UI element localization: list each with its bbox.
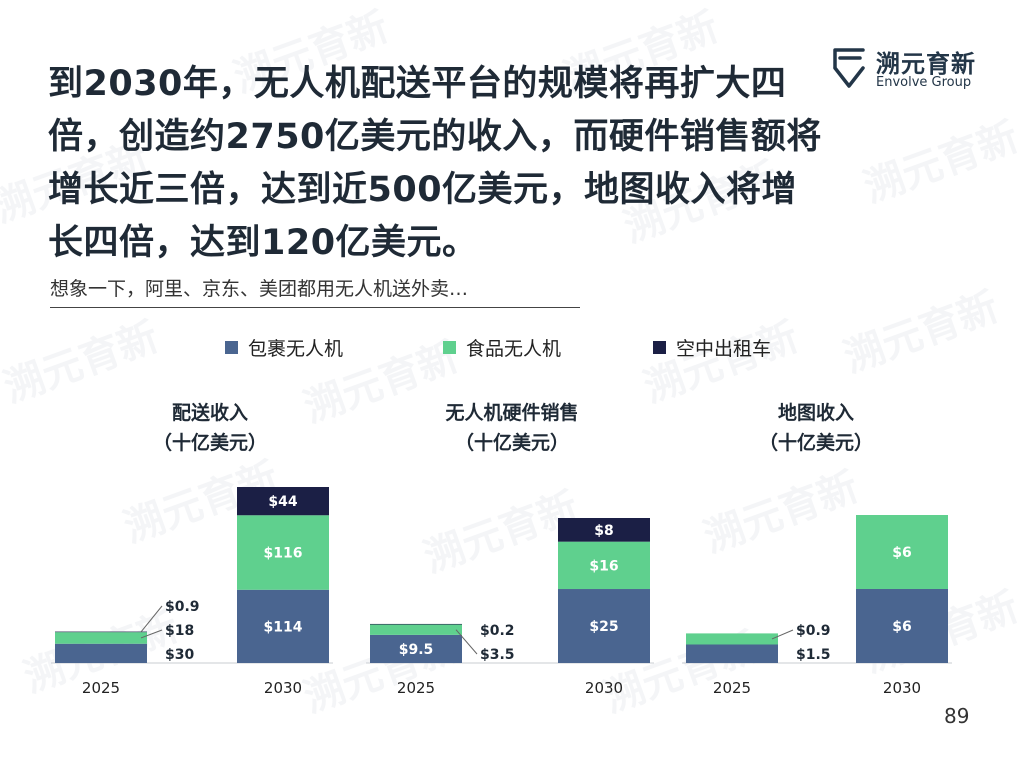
bar-segment-maps-2025-食品无人机 [686,633,778,645]
data-label-delivery-2030-2: $44 [268,494,297,510]
bar-segment-hardware-2030-包裹无人机 [558,589,650,663]
legend-label-food: 食品无人机 [466,338,562,360]
legend-label-package: 包裹无人机 [248,338,344,360]
chart-title-hardware: 无人机硬件销售 （十亿美元） [402,398,622,458]
legend-item-package: 包裹无人机 [225,334,343,361]
chart-title-delivery-main: 配送收入 [171,402,248,424]
data-label-delivery-2030-1: $116 [264,546,303,562]
bar-segment-maps-2030-食品无人机 [856,515,948,589]
data-label-hardware-2030-1: $16 [589,558,618,574]
data-label-delivery-2025-2: $0.9 [165,599,200,615]
logo-chinese-name: 溯元育新 [876,50,976,78]
data-label-maps-2025-0: $1.5 [796,647,831,663]
bar-segment-delivery-2030-食品无人机 [237,515,329,590]
data-label-hardware-2025-1: $3.5 [480,647,515,663]
chart-title-maps: 地图收入 （十亿美元） [706,398,926,458]
logo-english-name: Envolve Group [876,75,972,90]
bar-segment-hardware-2025-食品无人机 [370,624,462,635]
x-tick-label-hardware-2025: 2025 [397,679,435,697]
data-label-hardware-2030-2: $8 [594,523,613,539]
leader-line-maps-2025-1 [771,629,794,640]
legend-item-food: 食品无人机 [443,334,561,361]
bar-segment-delivery-2025-空中出租车 [55,631,147,633]
subtitle-note: 想象一下，阿里、京东、美团都用无人机送外卖… [50,274,580,308]
envolve-logo-icon [833,48,865,88]
data-label-delivery-2025-0: $30 [165,647,194,663]
chart-title-hardware-main: 无人机硬件销售 [445,402,579,424]
bar-segment-hardware-2030-空中出租车 [558,518,650,542]
page-headline: 到2030年，无人机配送平台的规模将再扩大四倍，创造约2750亿美元的收入，而硬… [48,64,822,263]
data-label-hardware-2030-0: $25 [589,619,618,635]
data-label-maps-2030-1: $6 [892,545,911,561]
x-tick-label-maps-2025: 2025 [713,679,751,697]
legend-swatch-package [225,341,238,354]
leader-line-delivery-2025-1 [140,629,163,639]
leader-line-hardware-2025-1 [455,629,478,655]
data-label-delivery-2025-1: $18 [165,623,194,639]
chart-title-maps-main: 地图收入 [777,402,854,424]
bar-segment-maps-2030-包裹无人机 [856,589,948,663]
bar-segment-delivery-2025-包裹无人机 [55,643,147,663]
data-label-maps-2030-0: $6 [892,619,911,635]
chart-title-delivery: 配送收入 （十亿美元） [100,398,320,458]
legend-swatch-taxi [653,341,666,354]
x-tick-label-delivery-2025: 2025 [82,679,120,697]
bar-segment-delivery-2030-包裹无人机 [237,589,329,663]
legend-label-taxi: 空中出租车 [676,338,772,360]
data-label-hardware-2025-2: $0.2 [480,623,515,639]
brand-logo: 溯元育新 Envolve Group [832,44,1002,96]
bar-segment-hardware-2025-空中出租车 [370,623,462,625]
page-number: 89 [944,704,970,728]
bar-segment-hardware-2030-食品无人机 [558,541,650,590]
chart-title-hardware-unit: （十亿美元） [454,432,569,454]
leader-line-delivery-2025-2 [140,605,163,633]
legend-item-taxi: 空中出租车 [653,334,771,361]
bar-segment-delivery-2025-食品无人机 [55,632,147,644]
bar-segment-delivery-2030-空中出租车 [237,487,329,516]
x-tick-label-maps-2030: 2030 [883,679,921,697]
x-tick-label-delivery-2030: 2030 [264,679,302,697]
chart-title-maps-unit: （十亿美元） [758,432,873,454]
chart-title-delivery-unit: （十亿美元） [152,432,267,454]
legend-swatch-food [443,341,456,354]
data-label-hardware-2025-0: $9.5 [399,642,434,658]
bar-segment-hardware-2025-包裹无人机 [370,634,462,663]
data-label-delivery-2030-0: $114 [264,619,303,635]
x-tick-label-hardware-2030: 2030 [585,679,623,697]
bar-segment-maps-2025-包裹无人机 [686,644,778,663]
data-label-maps-2025-1: $0.9 [796,623,831,639]
